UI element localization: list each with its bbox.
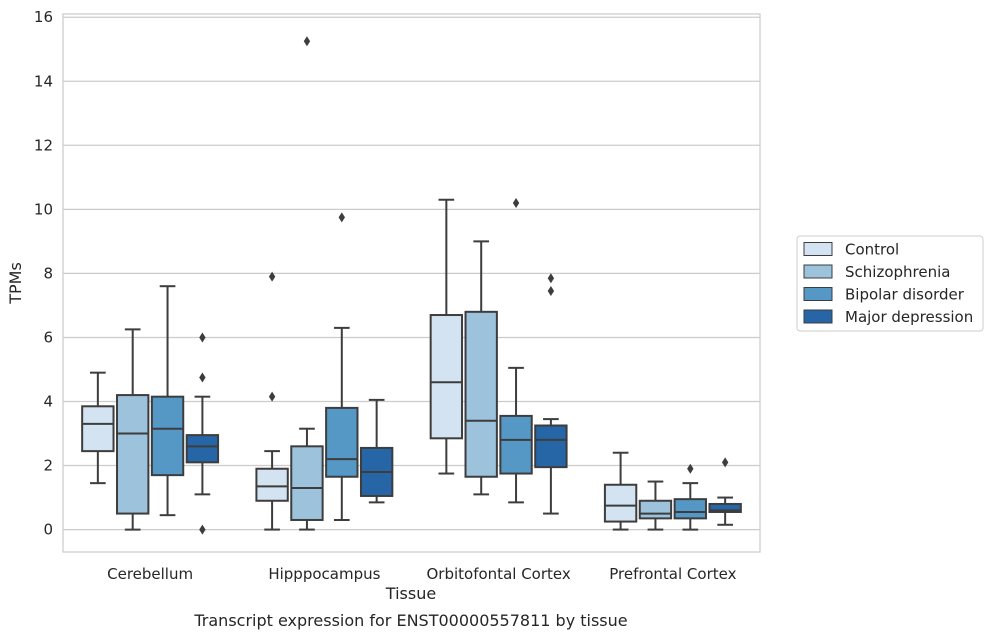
box-0-3: [603, 451, 638, 531]
box-iqr: [708, 502, 742, 513]
box-1-2: [464, 240, 498, 496]
outlier-0: [687, 463, 694, 474]
box-2-1: [325, 212, 359, 521]
legend-label-2: Bipolar disorder: [845, 286, 965, 304]
y-tick-label-6: 12: [34, 136, 53, 154]
box-0-2: [429, 198, 464, 475]
box-iqr: [499, 414, 533, 475]
x-axis-label: Tissue: [385, 584, 436, 603]
box-0-1: [255, 271, 289, 531]
box-3-3: [708, 457, 742, 526]
box-iqr: [150, 395, 185, 477]
box-iqr: [673, 498, 707, 520]
box-iqr: [534, 424, 568, 469]
box-iqr: [116, 394, 150, 515]
outlier-2: [199, 332, 206, 343]
box-1-3: [638, 480, 673, 531]
x-tick-label-0: Cerebellum: [107, 565, 193, 583]
box-series: [81, 36, 742, 535]
box-iqr: [638, 499, 673, 520]
outlier-0: [268, 391, 276, 402]
box-1-1: [290, 36, 324, 531]
x-axis-ticks: Cerebellum Hipppocampus Orbitofontal Corte…: [107, 565, 736, 583]
box-iqr: [255, 467, 289, 502]
y-tick-label-5: 10: [34, 200, 53, 218]
box-iqr: [429, 314, 464, 440]
box-2-2: [499, 197, 533, 504]
y-axis-ticks: 0 2 4 6 8 10 12 14 16: [34, 8, 53, 538]
outlier-0: [338, 212, 345, 223]
box-1-0: [116, 328, 150, 531]
box-iqr: [185, 434, 220, 464]
y-tick-label-2: 4: [43, 392, 53, 410]
legend-swatch-2: [803, 287, 833, 301]
y-tick-label-1: 2: [43, 457, 53, 475]
box-3-1: [359, 398, 394, 504]
chart-caption: Transcript expression for ENST0000055781…: [193, 611, 627, 630]
outlier-0: [721, 457, 729, 468]
y-axis-label: TPMs: [6, 262, 25, 305]
legend-swatch-1: [803, 264, 833, 279]
legend-frame: [796, 235, 984, 332]
box-iqr: [464, 310, 498, 478]
box-3-0: [185, 332, 220, 535]
legend: Control Schizophrenia Bipolar disorder Majo…: [796, 235, 984, 332]
box-2-0: [150, 285, 185, 517]
y-tick-label-0: 0: [43, 521, 53, 539]
box-3-2: [534, 273, 568, 515]
box-2-3: [673, 463, 707, 531]
outlier-0: [512, 197, 520, 208]
y-tick-label-8: 16: [34, 8, 53, 26]
box-iqr: [603, 483, 638, 523]
legend-label-3: Major depression: [845, 308, 973, 326]
outlier-0: [199, 524, 206, 535]
x-tick-label-3: Prefrontal Cortex: [609, 565, 736, 583]
outlier-0: [303, 36, 311, 47]
box-iqr: [325, 406, 359, 478]
outlier-1: [547, 273, 555, 284]
x-tick-label-2: Orbitofontal Cortex: [427, 565, 571, 583]
legend-swatch-0: [803, 242, 833, 256]
box-iqr: [81, 405, 115, 453]
y-tick-label-7: 14: [34, 72, 53, 90]
y-tick-label-3: 6: [43, 328, 53, 346]
x-tick-label-1: Hipppocampus: [268, 565, 380, 583]
legend-label-1: Schizophrenia: [845, 263, 950, 281]
box-0-0: [81, 371, 115, 485]
plot-frame: [62, 13, 761, 553]
outlier-0: [547, 286, 555, 297]
outlier-1: [199, 372, 206, 383]
outlier-1: [268, 271, 276, 282]
legend-label-0: Control: [845, 241, 899, 259]
legend-swatch-3: [803, 309, 833, 324]
y-tick-label-4: 8: [43, 264, 53, 282]
box-iqr: [290, 445, 324, 521]
